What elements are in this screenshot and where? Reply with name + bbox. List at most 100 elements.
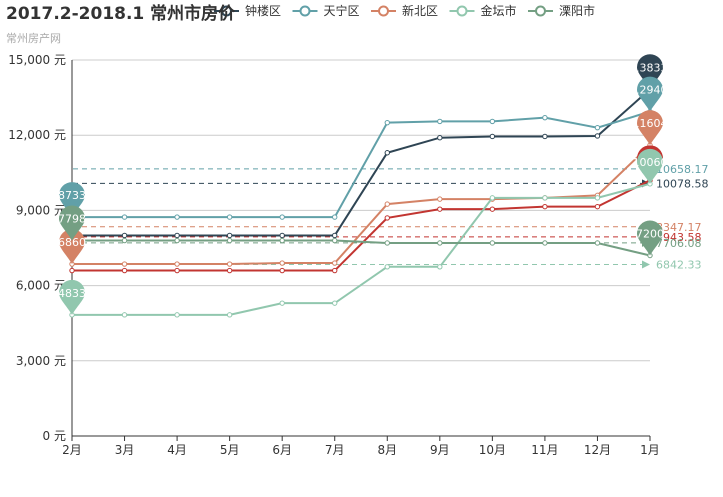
data-point [542, 114, 548, 121]
chart-title: 2017.2-2018.1 常州市房价 [6, 3, 236, 24]
series-line [72, 239, 651, 257]
marker-pin-label: 13833 [633, 61, 668, 74]
average-label: 10078.58 [656, 177, 709, 190]
axis-layer: 0 元 3,000 元 6,000 元 9,000 元 12,000 元 15,000 元… [8, 53, 660, 457]
average-label: 6842.33 [656, 258, 702, 271]
average-label: 7943.58 [656, 231, 702, 244]
y-tick-label: 12,000 元 [8, 128, 66, 142]
legend-item-label: 天宁区 [324, 3, 360, 18]
data-point [542, 133, 548, 140]
x-tick-label: 5月 [220, 443, 240, 457]
data-point [384, 215, 390, 221]
marker-pins-layer: 1138331294087331160468601006048337798720… [58, 54, 668, 315]
legend-swatch-marker [221, 5, 232, 17]
data-point [226, 261, 233, 267]
series-line [72, 110, 651, 219]
series-line [72, 179, 651, 272]
data-point [384, 150, 390, 156]
series-line [72, 144, 651, 266]
data-point [332, 300, 338, 306]
data-point [174, 232, 180, 239]
x-tick-label: 7月 [325, 443, 345, 457]
data-point [489, 195, 496, 201]
data-point [384, 240, 390, 246]
data-point [489, 118, 496, 125]
data-point [384, 264, 390, 270]
data-point [594, 124, 601, 131]
marker-pin [59, 205, 85, 241]
data-point [594, 240, 601, 246]
y-tick-label: 15,000 元 [8, 53, 66, 67]
marker-pin-label: 4833 [58, 287, 86, 300]
grid-layer [72, 59, 650, 362]
marker-pin-label: 10060 [633, 156, 668, 169]
data-point [279, 300, 285, 306]
chart-subtitle: 常州房产网 [6, 31, 61, 45]
legend-swatch-marker [535, 5, 546, 17]
data-point [489, 240, 496, 246]
series-layer [69, 86, 653, 318]
legend-item-label: 金坛市 [481, 3, 517, 18]
x-tick-label: 2月 [62, 443, 82, 457]
data-point [437, 264, 443, 270]
data-point [69, 267, 75, 274]
data-point [226, 214, 233, 220]
y-tick-label: 9,000 元 [16, 203, 66, 217]
data-point [489, 133, 496, 140]
marker-pin-label: 6860 [58, 236, 86, 249]
data-point [332, 237, 338, 244]
data-point [174, 261, 180, 267]
data-point [174, 267, 180, 274]
data-point [121, 237, 128, 244]
marker-pin [59, 182, 85, 218]
data-point [437, 206, 443, 212]
marker-pin [59, 279, 85, 315]
x-tick-label: 9月 [430, 443, 450, 457]
data-point [437, 135, 443, 141]
data-point [121, 232, 128, 239]
data-point [542, 203, 548, 210]
data-point [279, 237, 285, 244]
marker-pin-label: 8733 [58, 189, 86, 202]
data-point [174, 214, 180, 220]
series-line [72, 182, 651, 316]
data-point [437, 118, 443, 125]
marker-pin-label: 11604 [633, 117, 668, 130]
x-tick-label: 1月 [640, 443, 660, 457]
data-point [174, 312, 180, 318]
x-tick-label: 11月 [531, 443, 558, 457]
marker-pin [637, 76, 663, 112]
data-point [437, 240, 443, 246]
data-point [226, 237, 233, 244]
average-label: 10658.17 [656, 163, 709, 176]
data-point [542, 195, 548, 201]
y-tick-label: 0 元 [43, 429, 66, 443]
marker-pin [637, 148, 663, 184]
x-tick-label: 8月 [377, 443, 397, 457]
x-tick-label: 12月 [584, 443, 611, 457]
data-point [332, 260, 338, 266]
average-label: 8347.17 [656, 221, 702, 234]
data-point [384, 119, 390, 126]
data-point [594, 203, 601, 210]
legend-swatch-marker [456, 5, 468, 17]
x-tick-label: 10月 [479, 443, 506, 457]
marker-pin-label: 7798 [58, 213, 86, 226]
data-point [121, 312, 128, 318]
x-tick-label: 4月 [167, 443, 187, 457]
y-tick-label: 3,000 元 [16, 354, 66, 368]
legend-swatch-marker [378, 5, 389, 17]
data-point [279, 214, 285, 220]
legend-item-label: 溧阳市 [559, 3, 595, 18]
legend: 钟楼区 天宁区 新北区 金坛市 溧阳市 [214, 3, 595, 18]
data-point [121, 267, 128, 274]
legend-item-label: 钟楼区 [245, 3, 281, 18]
data-point [279, 232, 285, 239]
data-point [489, 206, 496, 212]
data-point [437, 196, 443, 202]
data-point [279, 260, 285, 266]
marker-pin-label: 12940 [633, 84, 668, 97]
average-label: 7706.08 [656, 237, 702, 250]
